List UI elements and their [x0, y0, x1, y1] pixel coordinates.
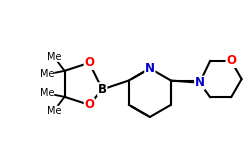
- Text: N: N: [145, 62, 155, 75]
- Text: Me: Me: [47, 52, 61, 62]
- Text: B: B: [98, 83, 107, 96]
- Text: N: N: [195, 76, 205, 89]
- Text: Me: Me: [40, 69, 54, 79]
- Text: O: O: [84, 56, 94, 69]
- Text: O: O: [226, 54, 236, 67]
- Text: O: O: [84, 98, 94, 111]
- Text: Me: Me: [47, 106, 61, 116]
- Text: Me: Me: [40, 88, 54, 98]
